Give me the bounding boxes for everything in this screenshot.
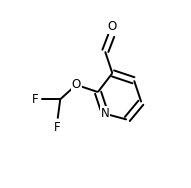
Text: O: O — [108, 20, 117, 33]
Text: F: F — [54, 121, 61, 134]
Text: O: O — [72, 78, 81, 91]
Text: F: F — [32, 93, 39, 106]
Text: N: N — [101, 107, 109, 120]
